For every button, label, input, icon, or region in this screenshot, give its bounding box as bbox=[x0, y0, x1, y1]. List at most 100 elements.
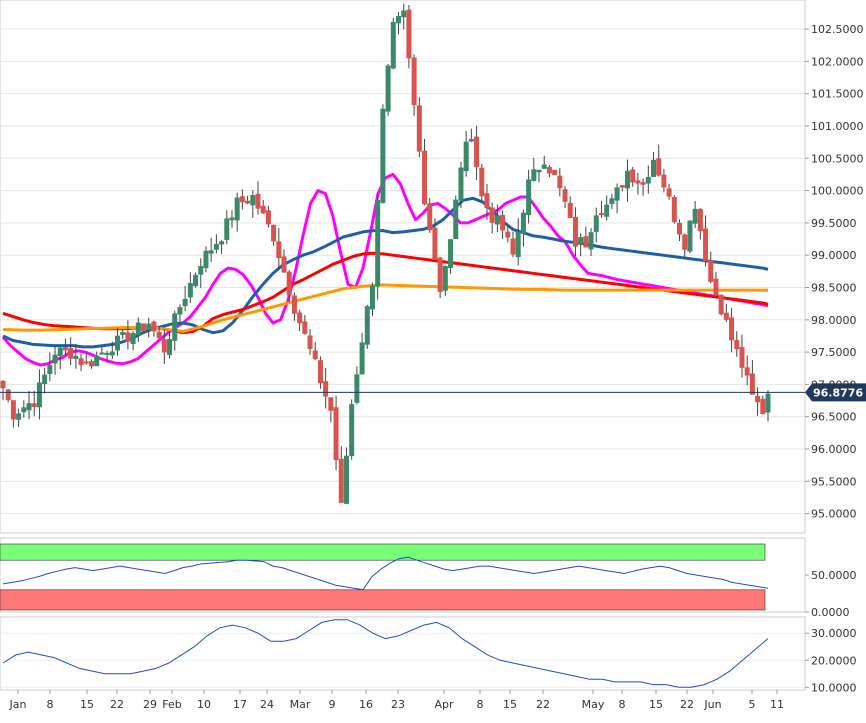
candle-body bbox=[156, 331, 162, 339]
main-y-tick-label: 102.0000 bbox=[811, 55, 864, 68]
main-y-tick-label: 97.0000 bbox=[811, 378, 857, 391]
last-price-marker bbox=[805, 383, 866, 402]
candle-body bbox=[208, 250, 214, 254]
candle-body bbox=[458, 167, 464, 201]
osc2-y-tick-label: 30.0000 bbox=[811, 627, 857, 640]
candle-body bbox=[297, 312, 303, 324]
main-y-tick-label: 100.5000 bbox=[811, 152, 864, 165]
x-tick-label: 15 bbox=[649, 698, 663, 711]
candle-body bbox=[552, 169, 558, 176]
candle-body bbox=[31, 403, 37, 408]
candle-body bbox=[723, 312, 729, 320]
candle-body bbox=[276, 241, 282, 259]
candle-body bbox=[114, 335, 120, 351]
candle-body bbox=[385, 65, 391, 112]
candle-body bbox=[109, 351, 115, 356]
candle-body bbox=[718, 294, 724, 315]
oscillator-2-line bbox=[2, 619, 769, 688]
candle-body bbox=[62, 347, 68, 351]
main-price-panel: 96.8776 102.5000 102.0000 101.5000 101.0000… bbox=[0, 0, 866, 534]
candle-body bbox=[442, 265, 448, 291]
candle-body bbox=[10, 400, 16, 420]
candle-body bbox=[193, 274, 199, 287]
candle-body bbox=[510, 238, 516, 255]
candle-body bbox=[0, 380, 6, 389]
candle-body bbox=[708, 260, 714, 282]
candle-body bbox=[411, 57, 417, 106]
candle-body bbox=[749, 373, 755, 395]
x-tick-label: 22 bbox=[536, 698, 550, 711]
candle-body bbox=[16, 413, 22, 420]
candle-body bbox=[5, 389, 11, 401]
candle-body bbox=[515, 231, 521, 258]
oscillator-2-y-axis: 30.0000 20.0000 10.0000 bbox=[805, 627, 857, 694]
candle-body bbox=[172, 313, 178, 341]
x-tick-label: Mar bbox=[290, 698, 311, 711]
candle-body bbox=[604, 204, 610, 217]
candle-body bbox=[432, 227, 438, 260]
candle-body bbox=[125, 332, 131, 342]
x-tick-label: 8 bbox=[47, 698, 54, 711]
x-tick-label: 15 bbox=[80, 698, 94, 711]
moving-average-sma_fast bbox=[1, 172, 769, 367]
x-tick-label: 5 bbox=[749, 698, 756, 711]
candle-body bbox=[437, 257, 443, 293]
candle-body bbox=[369, 285, 375, 310]
candle-body bbox=[281, 256, 287, 273]
candle-body bbox=[323, 381, 329, 397]
x-tick-label: 22 bbox=[680, 698, 694, 711]
x-tick-label: Feb bbox=[162, 698, 181, 711]
candle-body bbox=[682, 234, 688, 250]
candle-body bbox=[671, 196, 677, 223]
candle-body bbox=[677, 222, 683, 235]
osc2-y-tick-label: 20.0000 bbox=[811, 654, 857, 667]
candle-body bbox=[78, 358, 84, 365]
candle-body bbox=[760, 398, 766, 415]
candle-body bbox=[42, 374, 48, 384]
osc1-y-tick-label: 0.0000 bbox=[811, 606, 850, 619]
last-price-label: 96.8776 bbox=[813, 386, 863, 399]
candle-body bbox=[640, 182, 646, 185]
candle-body bbox=[364, 306, 370, 345]
oversold-band bbox=[0, 589, 766, 611]
candle-body bbox=[359, 342, 365, 375]
candle-body bbox=[416, 105, 422, 152]
candle-body bbox=[489, 207, 495, 223]
candle-body bbox=[88, 361, 94, 367]
candle-body bbox=[250, 195, 256, 206]
candle-body bbox=[645, 176, 651, 184]
candle-body bbox=[593, 215, 599, 232]
candle-body bbox=[291, 295, 297, 314]
candle-body bbox=[104, 352, 110, 355]
candle-body bbox=[219, 241, 225, 245]
candle-body bbox=[703, 228, 709, 262]
candle-body bbox=[161, 339, 167, 353]
osc2-y-tick-label: 10.0000 bbox=[811, 681, 857, 694]
candle-body bbox=[375, 199, 381, 287]
candle-body bbox=[630, 169, 636, 183]
candle-body bbox=[562, 189, 568, 202]
x-tick-label: 9 bbox=[329, 698, 336, 711]
candle-body bbox=[333, 407, 339, 461]
candle-body bbox=[541, 164, 547, 169]
candle-body bbox=[94, 355, 100, 367]
candle-body bbox=[614, 187, 620, 201]
candle-body bbox=[203, 250, 209, 269]
candle-body bbox=[245, 200, 251, 204]
x-tick-label: 23 bbox=[391, 698, 405, 711]
candle-body bbox=[578, 237, 584, 245]
candle-body bbox=[484, 193, 490, 209]
candle-body bbox=[697, 208, 703, 232]
candle-body bbox=[146, 323, 152, 330]
candle-body bbox=[635, 180, 641, 184]
candle-body bbox=[120, 332, 126, 335]
candle-body bbox=[396, 16, 402, 24]
candle-body bbox=[68, 348, 74, 359]
candle-body bbox=[354, 374, 360, 403]
candle-body bbox=[99, 352, 105, 355]
candle-body bbox=[744, 367, 750, 376]
x-tick-label: 29 bbox=[143, 698, 157, 711]
candle-body bbox=[130, 333, 136, 344]
oscillator-2-panel: 30.0000 20.0000 10.0000 bbox=[0, 616, 857, 694]
candle-body bbox=[307, 335, 313, 349]
